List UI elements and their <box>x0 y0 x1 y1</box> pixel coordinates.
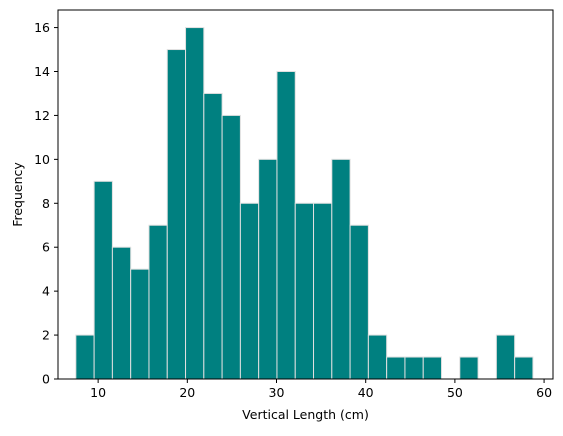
y-tick-label: 2 <box>42 328 50 343</box>
histogram-bar <box>148 224 168 380</box>
y-axis-label: Frequency <box>10 162 25 227</box>
histogram-bar <box>404 356 424 380</box>
histogram-bar <box>349 224 369 380</box>
y-tick-label: 4 <box>42 284 50 299</box>
x-tick-label: 60 <box>536 385 552 400</box>
x-tick-label: 10 <box>90 385 106 400</box>
y-tick-label: 8 <box>42 196 50 211</box>
histogram-bar <box>239 202 260 380</box>
histogram-bar <box>111 246 132 380</box>
x-axis-label: Vertical Length (cm) <box>242 407 369 422</box>
y-axis-ticks: 0 2 4 6 8 10 12 14 16 <box>34 20 58 387</box>
x-tick-label: 50 <box>447 385 463 400</box>
histogram-bar <box>75 334 95 380</box>
y-tick-label: 16 <box>34 20 50 35</box>
histogram-bar <box>313 202 333 380</box>
histogram-bar <box>221 114 241 380</box>
histogram-bar <box>331 158 351 380</box>
x-axis-ticks: 10 20 30 40 50 60 <box>90 379 552 400</box>
x-tick-label: 40 <box>358 385 374 400</box>
histogram-bar <box>93 180 113 380</box>
histogram-bar <box>459 356 479 380</box>
histogram-bar <box>367 334 388 380</box>
histogram-bar <box>203 92 223 380</box>
histogram-bar <box>166 49 187 380</box>
y-tick-label: 6 <box>42 240 50 255</box>
y-tick-label: 10 <box>34 152 50 167</box>
histogram-bar <box>422 356 443 380</box>
y-tick-label: 12 <box>34 108 50 123</box>
histogram-bar <box>294 202 315 380</box>
y-tick-label: 0 <box>42 372 50 387</box>
plot-frame <box>57 9 554 380</box>
x-tick-label: 30 <box>269 385 285 400</box>
histogram-bar <box>258 158 278 380</box>
bars-layer <box>75 27 534 380</box>
histogram-bar <box>276 71 296 380</box>
histogram-bar <box>514 356 534 380</box>
histogram-bar <box>386 356 406 380</box>
y-tick-label: 14 <box>34 64 50 79</box>
histogram-bar <box>495 334 516 380</box>
histogram-bar <box>185 27 205 380</box>
x-tick-label: 20 <box>179 385 195 400</box>
histogram-bar <box>130 268 150 380</box>
